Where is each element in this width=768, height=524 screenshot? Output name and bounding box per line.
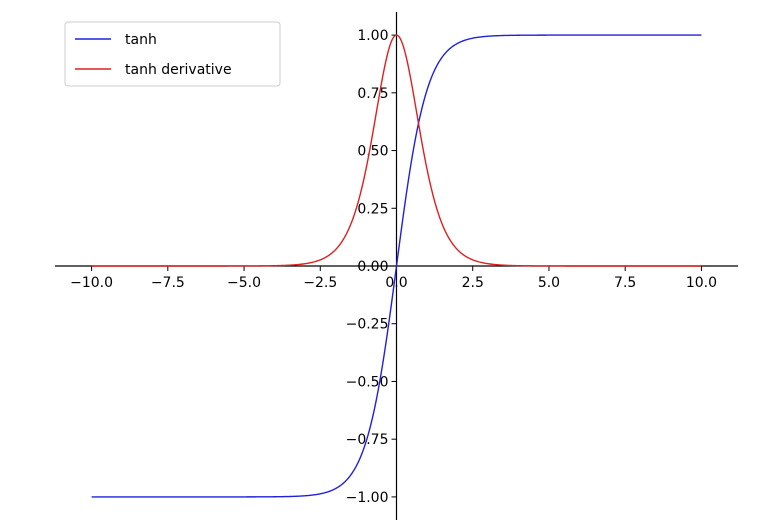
y-tick-label: −0.25 <box>346 317 389 333</box>
x-tick-label: −10.0 <box>70 275 113 291</box>
series-line-1 <box>91 34 702 267</box>
legend-label: tanh derivative <box>125 62 232 78</box>
x-tick-label: 10.0 <box>686 275 717 291</box>
x-tick-label: 0.0 <box>385 275 407 291</box>
axes: −10.0 −7.5 −5.0 −2.5 0.0 2.5 5.0 7.5 10.0 −1.00 −0… <box>55 12 738 520</box>
x-tick-label: 7.5 <box>614 275 636 291</box>
legend: tanh tanh derivative <box>64 21 281 87</box>
y-tick-label: 0.25 <box>357 201 388 217</box>
series-lines <box>91 34 702 498</box>
legend-box <box>64 21 281 87</box>
x-tick-label: −7.5 <box>151 275 185 291</box>
y-tick-label: 0.50 <box>357 144 388 160</box>
x-tick-label: −2.5 <box>303 275 337 291</box>
y-tick-label: −0.50 <box>346 374 389 390</box>
y-tick-label: 0.00 <box>357 259 388 275</box>
y-tick-label: 1.00 <box>357 28 388 44</box>
y-tick-label: −1.00 <box>346 490 389 506</box>
x-tick-label: 2.5 <box>462 275 484 291</box>
x-tick-label: 5.0 <box>538 275 560 291</box>
x-tick-label: −5.0 <box>227 275 261 291</box>
series-line-0 <box>91 34 702 498</box>
y-tick-label: 0.75 <box>357 86 388 102</box>
legend-label: tanh <box>125 32 157 48</box>
